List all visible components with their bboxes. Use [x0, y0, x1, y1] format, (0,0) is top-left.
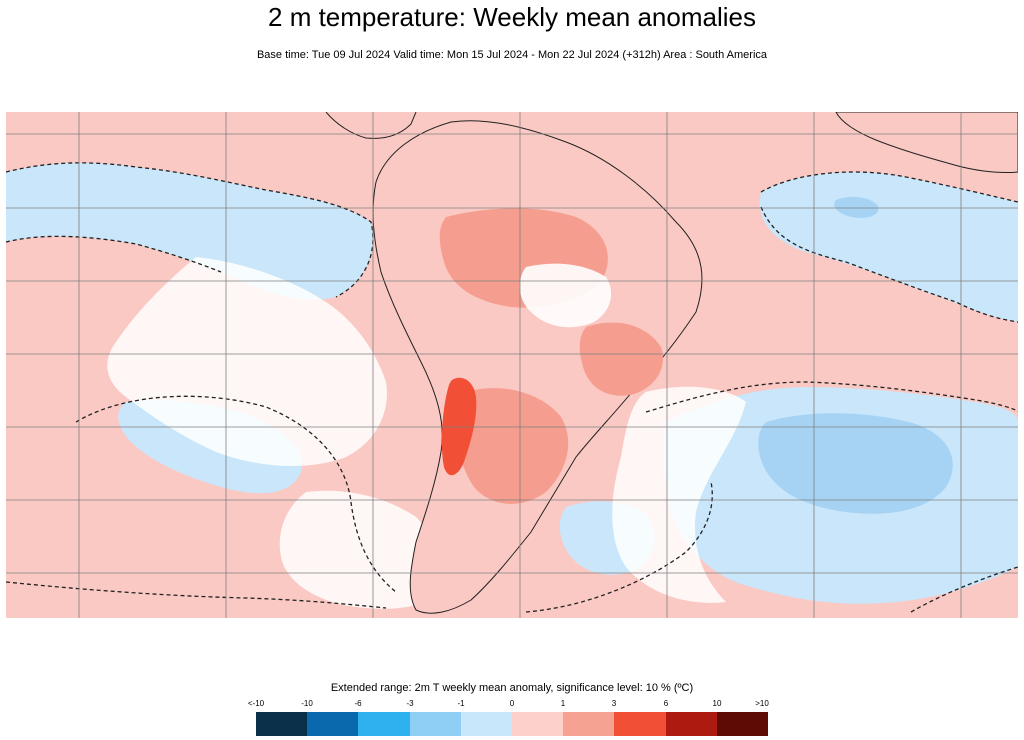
neutral-region-pacific	[107, 257, 387, 467]
stronger-cool-patch	[758, 413, 953, 514]
warm-anomaly-southcentral	[456, 388, 569, 504]
neutral-land-northeast	[519, 263, 612, 328]
legend-swatch	[460, 712, 513, 736]
legend-swatch	[665, 712, 717, 736]
anomaly-map	[6, 112, 1018, 618]
legend-tick: <-10	[247, 699, 265, 708]
neutral-region-atlantic	[612, 386, 746, 603]
map-title: 2 m temperature: Weekly mean anomalies	[268, 2, 756, 32]
contour-atlantic-north	[760, 171, 1018, 203]
legend-ticks: <-10 -10 -6 -3 -1 0 1 3 6 10 >10	[248, 699, 769, 711]
legend-tick: 1	[560, 699, 566, 708]
legend-tick: -3	[406, 699, 414, 708]
legend-swatch	[563, 712, 615, 736]
caribbean-coast	[325, 112, 417, 139]
cool-region-west-pacific	[6, 162, 373, 300]
legend-tick: 0	[509, 699, 515, 708]
legend-swatch	[614, 712, 666, 736]
legend-tick: 6	[663, 699, 669, 708]
contour-southern-band	[6, 581, 387, 609]
legend-title: Extended range: 2m T weekly mean anomaly…	[330, 682, 694, 694]
strong-warm-andes	[441, 377, 477, 476]
legend-tick: >10	[755, 699, 769, 708]
legend-tick: 3	[611, 699, 617, 708]
legend-tick: 10	[712, 699, 722, 708]
legend-swatch	[256, 712, 308, 736]
legend-swatch	[307, 712, 359, 736]
contour-southeast	[525, 481, 713, 613]
map-subtitle: Base time: Tue 09 Jul 2024 Valid time: M…	[256, 49, 768, 61]
contour-pacific-south	[6, 235, 222, 273]
neutral-region-south	[279, 490, 443, 609]
legend-swatch	[358, 712, 410, 736]
legend-colorbar	[256, 712, 769, 736]
cool-patch-small	[834, 196, 879, 218]
graticule	[6, 112, 1018, 618]
legend-tick: -10	[301, 699, 313, 708]
cool-region-north-atlantic	[759, 172, 1018, 322]
contour-south-pacific	[75, 395, 397, 593]
legend-tick: -1	[457, 699, 465, 708]
legend-tick: -6	[354, 699, 362, 708]
legend-swatch	[512, 712, 564, 736]
contour-atlantic-north-lower	[760, 206, 1018, 323]
warm-anomaly-east	[579, 322, 663, 396]
contour-south-atlantic	[645, 381, 1018, 413]
legend-swatch	[716, 712, 769, 736]
legend-swatch	[409, 712, 461, 736]
continent-central-america	[835, 112, 1018, 173]
